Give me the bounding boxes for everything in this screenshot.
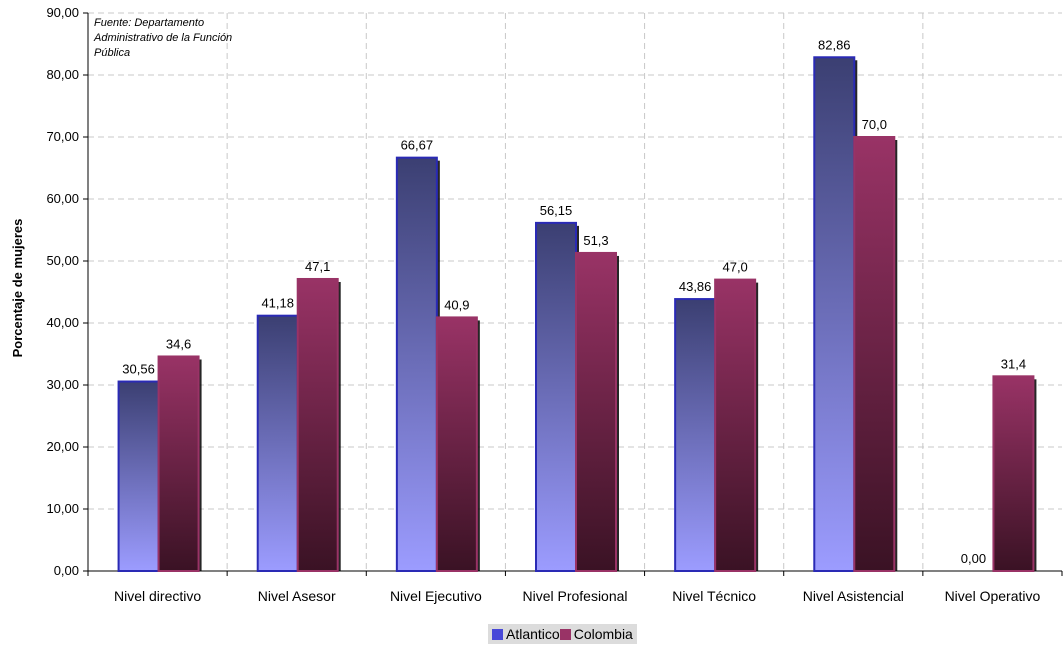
y-tick-label: 20,00 (46, 439, 79, 454)
legend-item-colombia[interactable]: Colombia (559, 626, 633, 642)
y-tick-label: 60,00 (46, 191, 79, 206)
x-tick-label: Nivel directivo (114, 588, 201, 604)
legend-swatch-colombia (559, 628, 571, 640)
bar-atlantico-label: 0,00 (961, 551, 986, 566)
bar-colombia-label: 70,0 (862, 117, 887, 132)
bar-colombia (435, 316, 478, 573)
x-tick-label: Nivel Asistencial (803, 588, 904, 604)
bar-atlantico-label: 41,18 (261, 296, 294, 311)
bar-colombia (853, 136, 896, 572)
axes: 0,00 10,00 20,00 30,00 40,00 50,00 60,00 70,00 8… (46, 5, 1063, 604)
bar-colombia-label: 31,4 (1001, 356, 1026, 371)
y-tick-label: 50,00 (46, 253, 79, 268)
bar-atlantico (117, 380, 160, 573)
bar-atlantico-label: 30,56 (122, 362, 155, 377)
bar-atlantico (813, 56, 856, 572)
x-tick-label: Nivel Operativo (945, 588, 1041, 604)
x-tick-label: Nivel Profesional (522, 588, 627, 604)
y-tick-label: 70,00 (46, 129, 79, 144)
bar-atlantico (395, 156, 438, 572)
y-axis-title: Porcentaje de mujeres (10, 219, 25, 358)
bar-colombia (157, 355, 200, 573)
gridlines (88, 12, 1062, 571)
x-tick-label: Nivel Técnico (672, 588, 756, 604)
y-tick-label: 80,00 (46, 67, 79, 82)
bar-colombia-label: 47,1 (305, 259, 330, 274)
legend-swatch-atlantico (492, 628, 503, 640)
bar-colombia-label: 40,9 (444, 297, 469, 312)
x-tick-label: Nivel Ejecutivo (390, 588, 482, 604)
y-tick-label: 10,00 (46, 501, 79, 516)
source-note: Fuente: Departamento Administrativo de l… (94, 17, 233, 59)
legend-label-colombia: Colombia (573, 626, 633, 642)
y-tick-label: 30,00 (46, 377, 79, 392)
y-tick-label: 40,00 (46, 315, 79, 330)
legend-label-atlantico: Atlantico (506, 626, 560, 642)
x-tick-label: Nivel Asesor (258, 588, 336, 604)
bar-colombia-label: 47,0 (722, 260, 747, 275)
bar-atlantico (535, 221, 577, 572)
legend[interactable]: Atlantico Colombia (488, 624, 637, 644)
bar-colombia-label: 51,3 (583, 233, 608, 248)
y-tick-label: 90,00 (46, 5, 79, 20)
bar-colombia (296, 277, 339, 572)
bar-atlantico (674, 298, 717, 572)
bar-atlantico-label: 82,86 (818, 37, 851, 52)
legend-item-atlantico[interactable]: Atlantico (492, 626, 560, 642)
y-tick-label: 0,00 (54, 563, 79, 578)
bars (117, 56, 1037, 573)
bar-atlantico-label: 66,67 (401, 138, 434, 153)
bar-atlantico-label: 43,86 (679, 279, 712, 294)
bar-colombia (714, 278, 757, 572)
bar-colombia (992, 375, 1035, 572)
bar-colombia (575, 251, 617, 572)
data-labels: 30,56 34,6 41,18 47,1 66,67 40,9 56,15 51,3 43,8… (122, 37, 1026, 566)
bar-atlantico (256, 314, 299, 572)
bar-atlantico-label: 56,15 (540, 203, 573, 218)
bar-colombia-label: 34,6 (166, 336, 191, 351)
